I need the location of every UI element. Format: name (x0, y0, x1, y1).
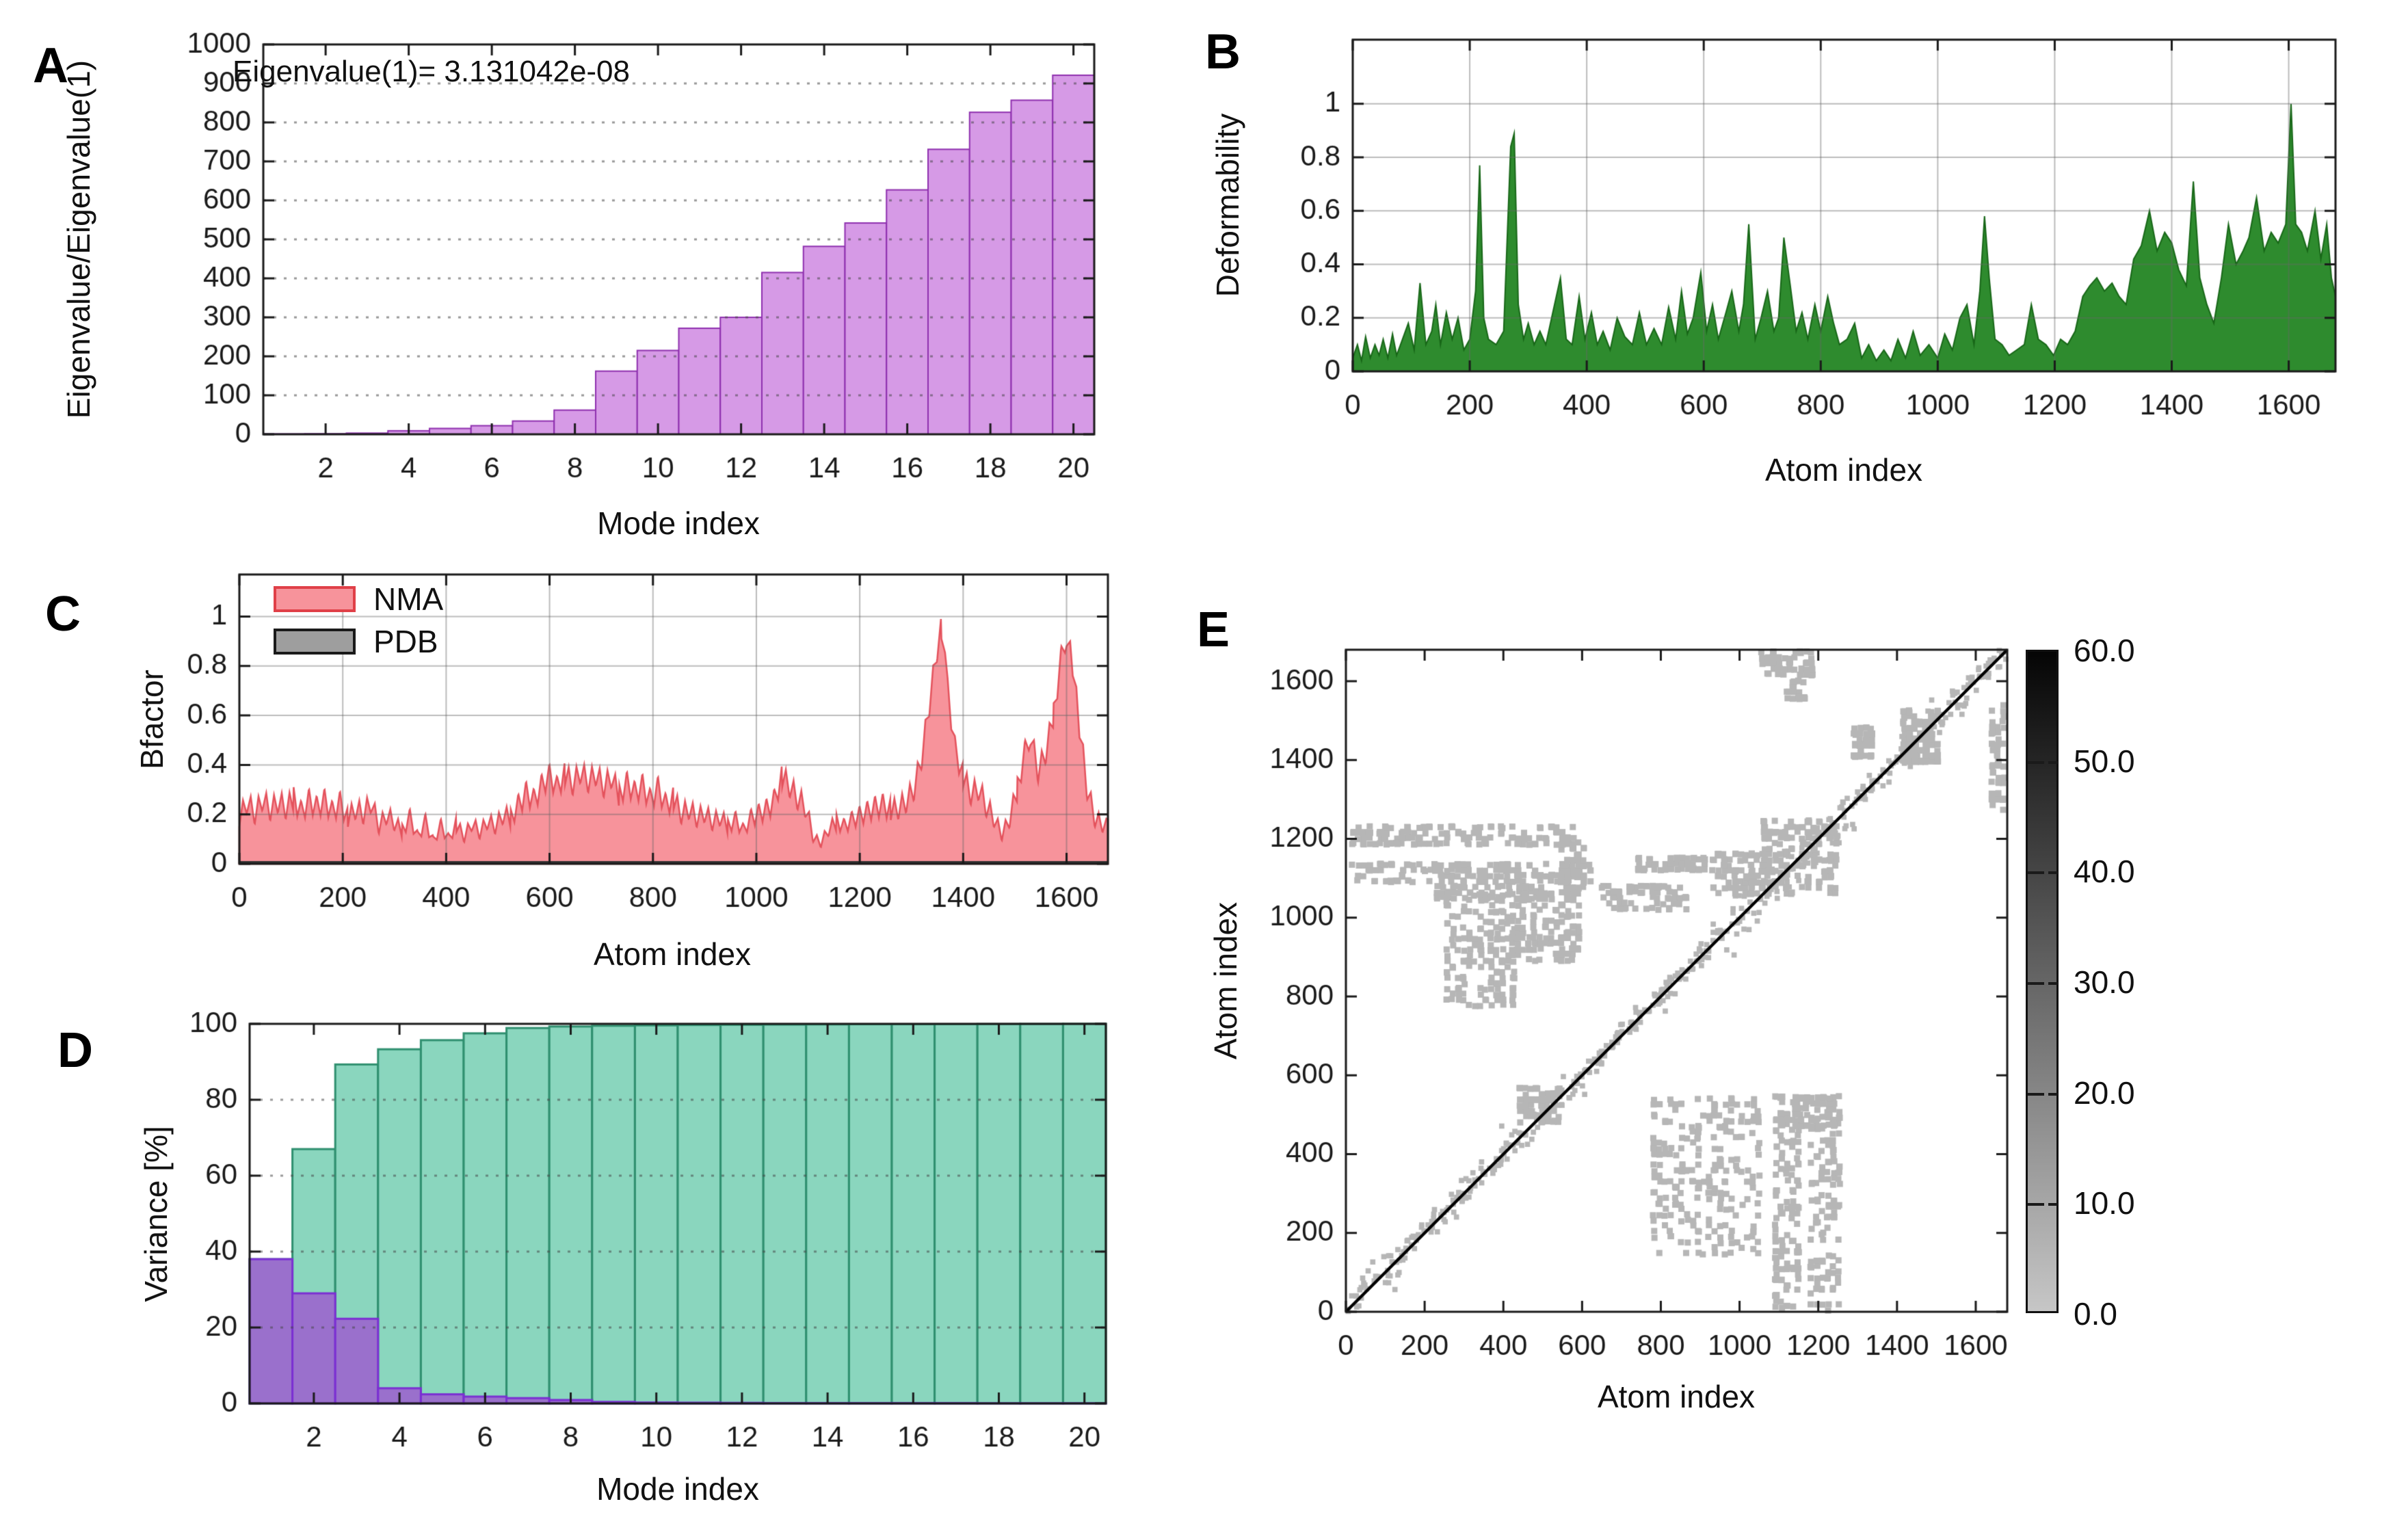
colorbar-gradient (2026, 650, 2059, 1313)
colorbar-tick-mark (2048, 982, 2058, 985)
colorbar-tick-mark (2048, 871, 2058, 875)
panel-e-x-axis-title: Atom index (1597, 1379, 1756, 1414)
panel-d-chart-canvas (137, 1000, 1137, 1499)
panel-c-legend: NMA PDB (274, 581, 443, 659)
panel-b-chart-canvas (1250, 12, 2366, 467)
panel-c-y-axis-title: Bfactor (134, 670, 170, 769)
panel-d-x-axis-title: Mode index (596, 1471, 759, 1507)
colorbar-tick-label: 0.0 (2074, 1296, 2117, 1332)
panel-d-y-axis-title: Variance [%] (138, 1126, 174, 1302)
legend-row-nma: NMA (274, 581, 443, 617)
panel-c-x-axis-title: Atom index (593, 936, 752, 972)
panel-a-eigenvalue-annotation: Eigenvalue(1)= 3.131042e-08 (233, 55, 631, 88)
panel-e-letter: E (1197, 603, 1230, 657)
colorbar-tick-mark (2028, 1203, 2044, 1206)
colorbar-tick-mark (2048, 1203, 2058, 1206)
nma-legend-swatch (274, 586, 356, 612)
colorbar-tick-label: 40.0 (2074, 854, 2135, 890)
legend-row-pdb: PDB (274, 624, 443, 659)
panel-e-chart-canvas (1236, 619, 2035, 1401)
colorbar-tick-mark (2028, 761, 2044, 764)
colorbar-tick-mark (2028, 982, 2044, 985)
panel-c-chart-canvas (137, 551, 1142, 956)
panel-b-letter: B (1205, 25, 1241, 79)
colorbar-tick-label: 30.0 (2074, 964, 2135, 1000)
panel-d-letter: D (57, 1023, 93, 1078)
colorbar-tick-label: 20.0 (2074, 1074, 2135, 1111)
panel-b-x-axis-title: Atom index (1764, 452, 1923, 488)
pdb-legend-label: PDB (373, 624, 438, 659)
colorbar-tick-label: 50.0 (2074, 743, 2135, 779)
panel-a-chart-canvas (133, 14, 1135, 527)
panel-a-y-axis-title: Eigenvalue/Eigenvalue(1) (61, 60, 96, 419)
panel-c-letter: C (45, 587, 81, 642)
panel-b-y-axis-title: Deformability (1210, 113, 1245, 298)
panel-a-x-axis-title: Mode index (597, 505, 760, 541)
panel-a-letter: A (33, 38, 68, 93)
panel-e-y-axis-title: Atom index (1208, 901, 1243, 1060)
colorbar-tick-mark (2048, 1092, 2058, 1096)
colorbar-tick-mark (2028, 871, 2044, 875)
nma-legend-label: NMA (373, 581, 444, 617)
colorbar-tick-mark (2028, 1092, 2044, 1096)
colorbar-tick-label: 10.0 (2074, 1185, 2135, 1221)
colorbar-tick-mark (2048, 761, 2058, 764)
pdb-legend-swatch (274, 629, 356, 655)
colorbar-tick-label: 60.0 (2074, 633, 2135, 668)
